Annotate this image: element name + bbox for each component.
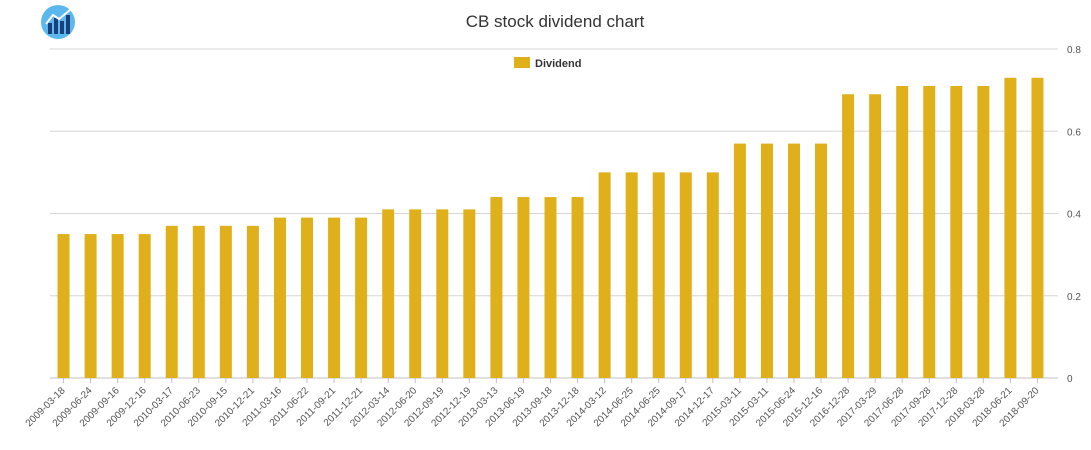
- chart-title: CB stock dividend chart: [465, 12, 645, 31]
- bar: [544, 197, 557, 378]
- bar: [869, 94, 882, 379]
- y-tick-label: 0.8: [1067, 45, 1081, 56]
- bar: [273, 217, 286, 378]
- bar: [923, 86, 936, 378]
- bar: [787, 143, 800, 378]
- x-axis-ticks: 2009-03-182009-06-242009-09-162009-12-16…: [24, 378, 1042, 429]
- bar: [706, 172, 719, 378]
- bar: [355, 217, 368, 378]
- bar: [571, 197, 584, 378]
- bar: [382, 209, 395, 378]
- bar: [1004, 77, 1017, 378]
- bar: [598, 172, 611, 378]
- bar: [652, 172, 665, 378]
- bar: [111, 234, 124, 378]
- bar: [733, 143, 746, 378]
- bar: [219, 225, 232, 378]
- bar: [409, 209, 422, 378]
- bar: [490, 197, 503, 378]
- bar: [463, 209, 476, 378]
- bar: [165, 225, 178, 378]
- bar: [517, 197, 530, 378]
- bar: [679, 172, 692, 378]
- bar: [328, 217, 341, 378]
- bars: [57, 77, 1044, 379]
- bar: [977, 86, 990, 378]
- bar: [842, 94, 855, 379]
- bar: [950, 86, 963, 378]
- y-axis-ticks: 0 0.2 0.4 0.6 0.8: [1067, 45, 1081, 385]
- y-tick-label: 0.2: [1067, 292, 1081, 303]
- logo-icon: [41, 5, 75, 39]
- y-tick-label: 0.6: [1067, 127, 1081, 138]
- bar: [625, 172, 638, 378]
- legend: Dividend: [514, 57, 581, 70]
- bar: [815, 143, 828, 378]
- legend-swatch: [514, 57, 530, 68]
- y-tick-label: 0: [1067, 374, 1073, 385]
- bar: [301, 217, 314, 378]
- bar: [896, 86, 909, 378]
- y-tick-label: 0.4: [1067, 210, 1081, 221]
- bar: [192, 225, 205, 378]
- bar: [1031, 77, 1044, 378]
- bar: [436, 209, 449, 378]
- bar: [246, 225, 259, 378]
- legend-label: Dividend: [535, 58, 581, 70]
- bar: [84, 234, 97, 378]
- bar: [760, 143, 773, 378]
- bar: [57, 234, 70, 378]
- bar: [138, 234, 151, 378]
